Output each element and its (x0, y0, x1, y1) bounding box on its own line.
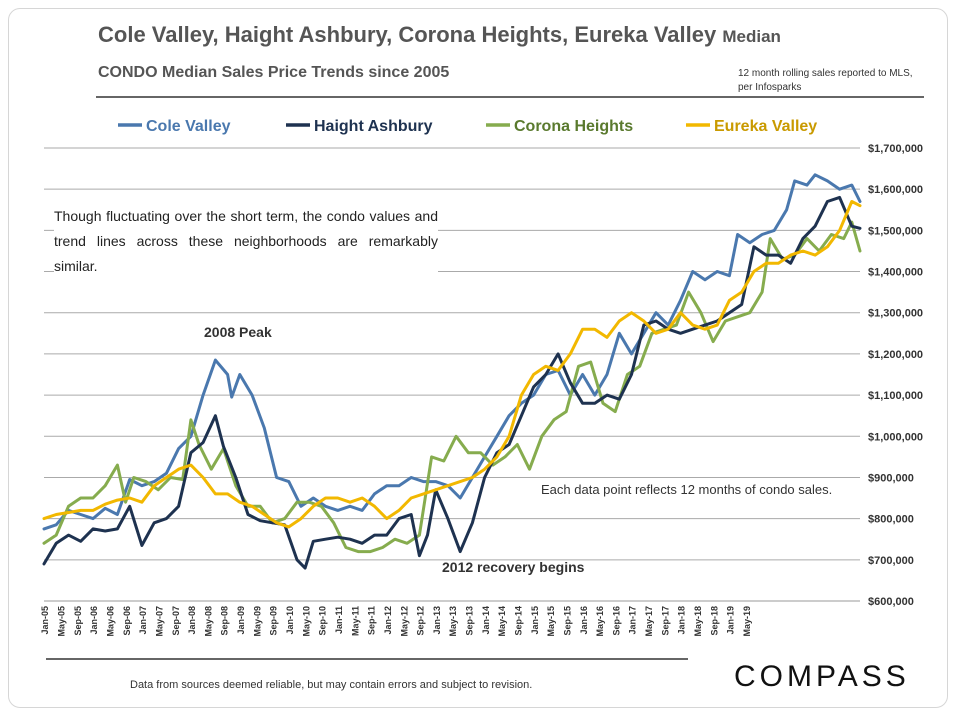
x-tick-label: May-15 (546, 606, 556, 637)
x-tick-label: Sep-05 (73, 606, 83, 636)
footer-divider (46, 658, 688, 660)
x-tick-label: Jan-15 (530, 606, 540, 635)
y-tick-label: $1,600,000 (868, 184, 923, 196)
x-tick-label: May-12 (399, 606, 409, 637)
y-tick-label: $1,000,000 (868, 431, 923, 443)
source-note: 12 month rolling sales reported to MLS, … (738, 68, 913, 93)
series-line-corona-heights (42, 220, 862, 554)
chart-legend: Cole Valley Haight Ashbury Corona Heights E… (118, 118, 817, 135)
series-line-cole-valley (42, 173, 862, 531)
y-tick-label: $1,200,000 (868, 349, 923, 361)
legend-label-haight-ashbury: Haight Ashbury (314, 118, 433, 135)
annotation-2008-peak: 2008 Peak (204, 324, 272, 340)
slide-frame (8, 8, 948, 708)
x-tick-label: Sep-18 (709, 606, 719, 636)
legend-label-corona-heights: Corona Heights (514, 118, 633, 135)
annotation-data-point-note: Each data point reflects 12 months of co… (541, 482, 832, 497)
x-tick-label: Sep-07 (171, 606, 181, 636)
x-tick-label: Jan-12 (383, 606, 393, 635)
annotation-2012-recovery: 2012 recovery begins (442, 559, 585, 575)
x-tick-label: Jan-17 (628, 606, 638, 635)
x-tick-label: May-11 (350, 606, 360, 636)
legend-label-eureka-valley: Eureka Valley (714, 118, 817, 135)
x-tick-label: Jan-11 (334, 606, 344, 634)
compass-logo: COMPASS (734, 660, 910, 693)
x-tick-label: May-10 (301, 606, 311, 637)
disclaimer-text: Data from sources deemed reliable, but m… (130, 679, 533, 691)
title-main: Cole Valley, Haight Ashbury, Corona Heig… (98, 22, 717, 47)
x-tick-label: May-16 (595, 606, 605, 637)
header-divider (96, 96, 924, 98)
y-tick-label: $700,000 (868, 555, 914, 567)
y-axis-labels: $600,000 $700,000 $800,000 $900,000 $1,000,0… (868, 143, 923, 608)
x-tick-label: May-05 (57, 606, 67, 637)
x-tick-label: Sep-13 (465, 606, 475, 636)
x-tick-label: Jan-18 (677, 606, 687, 635)
x-tick-label: May-08 (203, 606, 213, 637)
page-title: Cole Valley, Haight Ashbury, Corona Heig… (98, 22, 781, 48)
y-tick-label: $1,400,000 (868, 267, 923, 279)
x-tick-label: May-17 (644, 606, 654, 637)
x-tick-label: May-06 (106, 606, 116, 637)
x-tick-label: Jan-14 (481, 606, 491, 635)
y-tick-label: $1,300,000 (868, 308, 923, 320)
x-tick-label: Sep-15 (562, 606, 572, 636)
legend-label-cole-valley: Cole Valley (146, 118, 231, 135)
x-tick-label: Sep-11 (367, 606, 377, 635)
x-tick-label: Sep-12 (416, 606, 426, 636)
y-tick-label: $1,500,000 (868, 225, 923, 237)
x-tick-label: Jan-08 (187, 606, 197, 635)
chart-subtitle: CONDO Median Sales Price Trends since 20… (98, 64, 450, 81)
y-tick-label: $600,000 (868, 596, 914, 608)
x-tick-label: Jan-06 (89, 606, 99, 635)
series-line-eureka-valley (42, 200, 862, 529)
x-tick-label: Jan-05 (40, 606, 50, 635)
x-tick-label: Sep-14 (514, 606, 524, 636)
y-tick-label: $900,000 (868, 472, 914, 484)
x-tick-label: Jan-13 (432, 606, 442, 635)
commentary-text: Though fluctuating over the short term, … (54, 204, 438, 279)
series-line-haight-ashbury (42, 195, 862, 570)
x-tick-label: May-07 (154, 606, 164, 637)
x-tick-label: May-14 (497, 606, 507, 637)
x-tick-label: Sep-09 (269, 606, 279, 636)
x-tick-label: Sep-17 (660, 606, 670, 636)
series-lines (42, 173, 862, 570)
x-tick-label: Jan-09 (236, 606, 246, 635)
x-tick-label: Sep-10 (318, 606, 328, 636)
y-tick-label: $800,000 (868, 514, 914, 526)
title-suffix: Median (722, 27, 781, 46)
x-tick-label: May-18 (693, 606, 703, 637)
x-tick-label: Sep-16 (611, 606, 621, 636)
x-tick-label: Sep-06 (122, 606, 132, 636)
x-tick-label: May-19 (742, 606, 752, 637)
x-axis-labels: Jan-05 May-05 Sep-05 Jan-06 May-06 Sep-06 Jan-… (40, 606, 752, 637)
y-tick-label: $1,700,000 (868, 143, 923, 155)
x-tick-label: Sep-08 (220, 606, 230, 636)
x-tick-label: Jan-10 (285, 606, 295, 635)
y-tick-label: $1,100,000 (868, 390, 923, 402)
x-tick-label: Jan-07 (138, 606, 148, 635)
x-tick-label: May-09 (252, 606, 262, 637)
x-tick-label: Jan-16 (579, 606, 589, 635)
x-tick-label: May-13 (448, 606, 458, 637)
x-tick-label: Jan-19 (726, 606, 736, 635)
